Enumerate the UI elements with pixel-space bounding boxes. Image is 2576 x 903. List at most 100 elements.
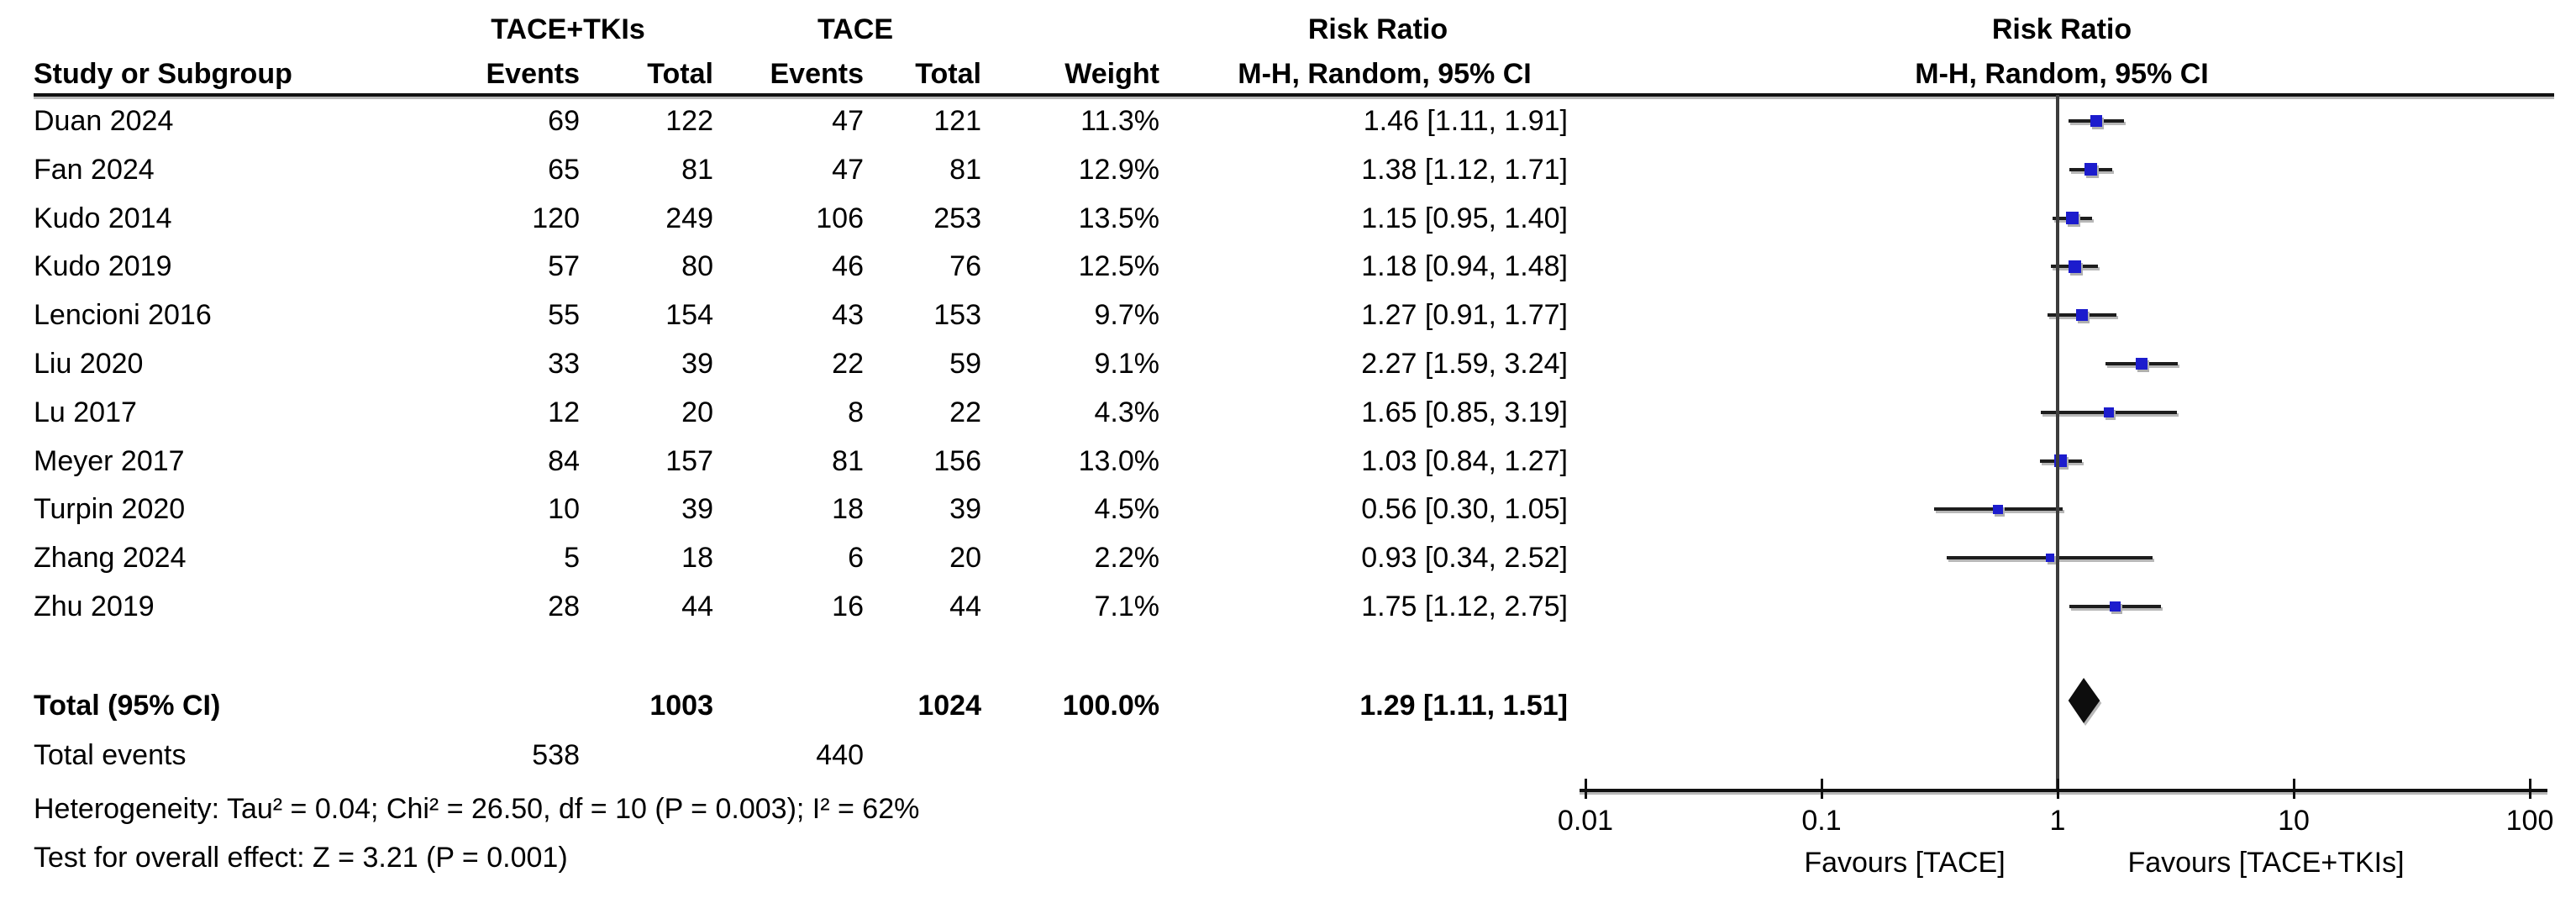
events-control-cell: 43: [832, 299, 864, 332]
column-header-study: Study or Subgroup: [34, 58, 292, 90]
total-control-n: 1024: [917, 690, 981, 722]
favours-right-label: Favours [TACE+TKIs]: [2127, 847, 2405, 879]
total-events-label: Total events: [34, 739, 187, 771]
axis-tick-mark: [1820, 779, 1823, 799]
weight-cell: 11.3%: [1080, 105, 1159, 137]
total-control-cell: 44: [949, 591, 981, 622]
events-treatment-cell: 28: [548, 591, 580, 622]
study-name: Lu 2017: [34, 396, 137, 428]
weight-cell: 9.7%: [1094, 299, 1160, 332]
risk-ratio-ci-cell: 1.18 [0.94, 1.48]: [1361, 250, 1568, 283]
column-header-ci-left: M-H, Random, 95% CI: [1238, 58, 1532, 90]
total-events-control: 440: [816, 739, 864, 771]
events-treatment-cell: 55: [548, 299, 580, 332]
weight-cell: 9.1%: [1094, 348, 1160, 380]
study-name: Meyer 2017: [34, 444, 185, 477]
axis-tick-label: 100: [2505, 805, 2554, 837]
events-treatment-cell: 10: [548, 493, 580, 526]
total-treatment-n: 1003: [649, 690, 713, 722]
events-treatment-cell: 84: [548, 444, 580, 477]
effect-square-marker: [2109, 601, 2121, 612]
risk-ratio-ci-cell: 0.56 [0.30, 1.05]: [1361, 493, 1568, 526]
header-divider-line: [34, 93, 2554, 97]
total-treatment-cell: 44: [681, 591, 713, 622]
study-name: Fan 2024: [34, 153, 155, 186]
events-control-cell: 16: [832, 591, 864, 622]
risk-ratio-ci-cell: 2.27 [1.59, 3.24]: [1361, 348, 1568, 380]
events-control-cell: 8: [848, 396, 864, 428]
summary-diamond: [2068, 678, 2100, 723]
effect-square-marker: [2076, 309, 2089, 322]
total-control-cell: 81: [949, 153, 981, 186]
column-header-ci-right: M-H, Random, 95% CI: [1915, 58, 2209, 90]
weight-cell: 12.9%: [1078, 153, 1159, 186]
axis-tick-mark: [2528, 779, 2531, 799]
events-control-cell: 81: [832, 444, 864, 477]
axis-tick-mark: [2292, 779, 2295, 799]
total-control-cell: 20: [949, 542, 981, 575]
study-name: Lencioni 2016: [34, 299, 212, 332]
weight-cell: 4.3%: [1094, 396, 1160, 428]
events-control-cell: 18: [832, 493, 864, 526]
study-name: Liu 2020: [34, 348, 144, 380]
effect-square-marker: [2084, 163, 2097, 176]
weight-cell: 2.2%: [1094, 542, 1160, 575]
risk-ratio-ci-cell: 0.93 [0.34, 2.52]: [1361, 542, 1568, 575]
axis-tick-mark: [2056, 779, 2059, 799]
weight-cell: 12.5%: [1078, 250, 1159, 283]
total-treatment-cell: 81: [681, 153, 713, 186]
total-control-cell: 76: [949, 250, 981, 283]
effect-square-marker: [1993, 504, 2004, 515]
overall-effect-stats: Test for overall effect: Z = 3.21 (P = 0…: [34, 842, 568, 874]
risk-ratio-ci-cell: 1.38 [1.12, 1.71]: [1361, 153, 1568, 186]
total-treatment-cell: 157: [665, 444, 713, 477]
group-header-treatment: TACE+TKIs: [491, 13, 645, 45]
total-control-cell: 59: [949, 348, 981, 380]
risk-ratio-ci-cell: 1.15 [0.95, 1.40]: [1361, 202, 1568, 234]
effect-square-marker: [2068, 260, 2081, 273]
events-control-cell: 22: [832, 348, 864, 380]
total-weight: 100.0%: [1062, 690, 1159, 722]
total-treatment-cell: 39: [681, 348, 713, 380]
total-treatment-cell: 249: [665, 202, 713, 234]
summary-diamond-shadow: [2069, 680, 2102, 726]
total-row-label: Total (95% CI): [34, 690, 221, 722]
axis-tick-mark: [1584, 779, 1587, 799]
risk-ratio-ci-cell: 1.03 [0.84, 1.27]: [1361, 444, 1568, 477]
total-control-cell: 39: [949, 493, 981, 526]
axis-tick-label: 0.1: [1801, 805, 1842, 837]
total-events-treatment: 538: [532, 739, 580, 771]
total-control-cell: 121: [933, 105, 981, 137]
risk-ratio-ci-cell: 1.27 [0.91, 1.77]: [1361, 299, 1568, 332]
total-treatment-cell: 18: [681, 542, 713, 575]
study-name: Kudo 2019: [34, 250, 172, 283]
axis-tick-label: 1: [2049, 805, 2066, 837]
risk-ratio-ci-cell: 1.46 [1.11, 1.91]: [1363, 105, 1568, 137]
events-control-cell: 106: [816, 202, 864, 234]
column-header-events-control: Events: [770, 58, 865, 90]
events-control-cell: 47: [832, 153, 864, 186]
total-treatment-cell: 80: [681, 250, 713, 283]
effect-square-marker: [2065, 212, 2079, 225]
risk-ratio-header-left: Risk Ratio: [1307, 13, 1448, 45]
risk-ratio-header-right: Risk Ratio: [1991, 13, 2132, 45]
column-header-total-control: Total: [915, 58, 981, 90]
column-header-events-treatment: Events: [486, 58, 581, 90]
total-treatment-cell: 39: [681, 493, 713, 526]
events-treatment-cell: 5: [564, 542, 580, 575]
weight-cell: 4.5%: [1094, 493, 1160, 526]
effect-square-marker: [2090, 114, 2103, 128]
events-treatment-cell: 69: [548, 105, 580, 137]
no-effect-line: [2056, 95, 2059, 792]
axis-tick-label: 0.01: [1557, 805, 1614, 837]
events-control-cell: 46: [832, 250, 864, 283]
study-name: Duan 2024: [34, 105, 174, 137]
events-treatment-cell: 65: [548, 153, 580, 186]
risk-ratio-ci-cell: 1.65 [0.85, 3.19]: [1361, 396, 1568, 428]
total-control-cell: 156: [933, 444, 981, 477]
column-header-weight: Weight: [1065, 58, 1159, 90]
events-treatment-cell: 120: [532, 202, 580, 234]
weight-cell: 7.1%: [1094, 591, 1160, 622]
events-treatment-cell: 33: [548, 348, 580, 380]
